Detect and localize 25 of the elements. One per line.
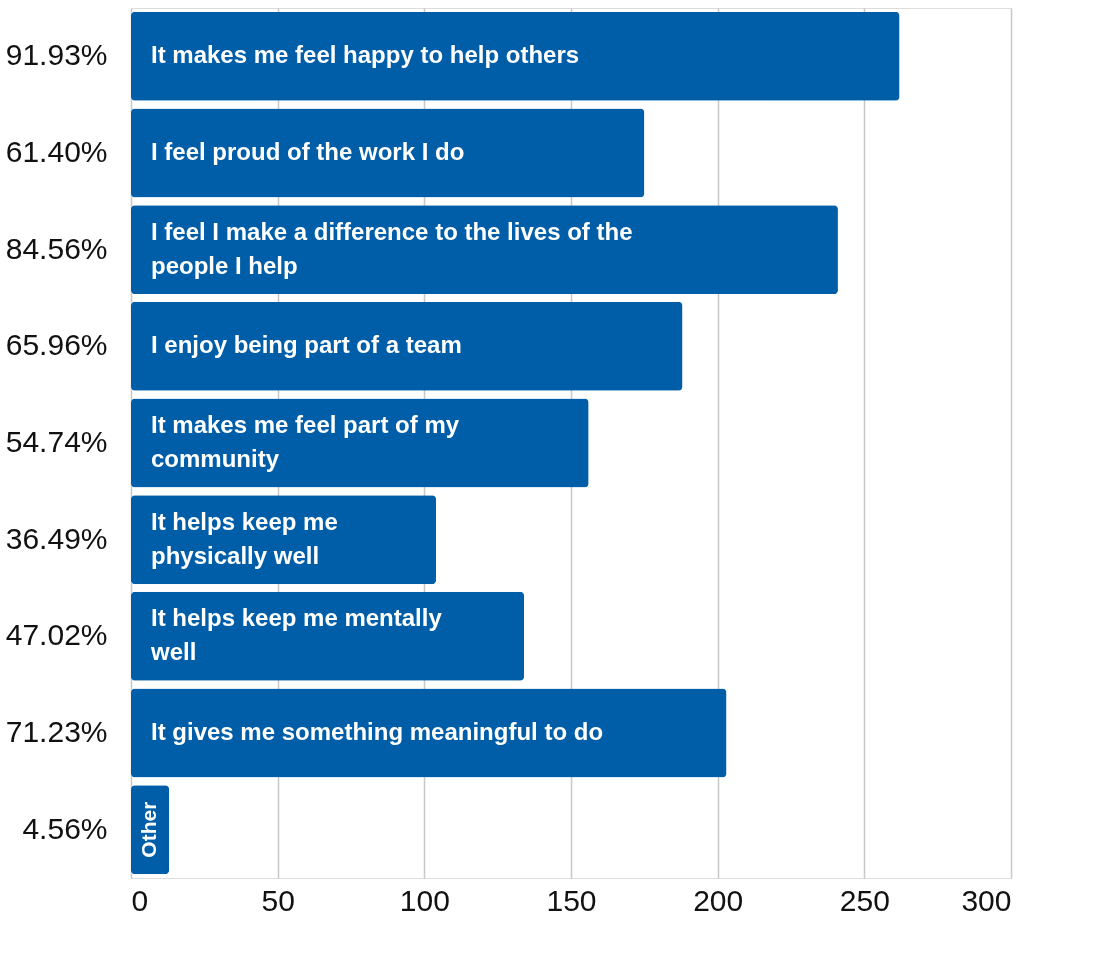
annotation: I enjoy being part of a team [151,331,462,359]
annotation: Other [137,801,160,858]
x-tick-label: 250 [839,883,890,917]
annotation: It makes me feel part of my community [151,411,460,472]
annotation: It helps keep me mentally well [150,604,443,666]
x-tick-label: 200 [693,883,744,917]
x-tick-label: 0 [131,883,149,917]
annotation: It helps keep me physically well [151,507,338,569]
x-tick-label: 50 [261,883,295,917]
y-tick-label: 91.93% [5,38,108,72]
annotation: It makes me feel happy to help others [151,41,580,69]
y-tick-label: 71.23% [5,715,108,748]
y-tick-label: 47.02% [5,618,108,652]
annotation: It gives me something meaningful to do [151,718,604,745]
x-tick-label: 150 [546,883,597,917]
y-tick-label: 84.56% [5,231,108,265]
y-tick-label: 61.40% [5,135,108,168]
x-tick-label: 100 [399,883,450,917]
annotation: I feel proud of the work I do [151,138,465,165]
y-tick-label: 4.56% [22,811,108,845]
annotation: I feel I make a difference to the lives of the people I help [151,217,633,279]
y-tick-label: 54.74% [5,425,108,458]
y-tick-label: 36.49% [5,521,108,555]
y-tick-label: 65.96% [5,328,108,362]
x-tick-label: 300 [961,883,1012,917]
